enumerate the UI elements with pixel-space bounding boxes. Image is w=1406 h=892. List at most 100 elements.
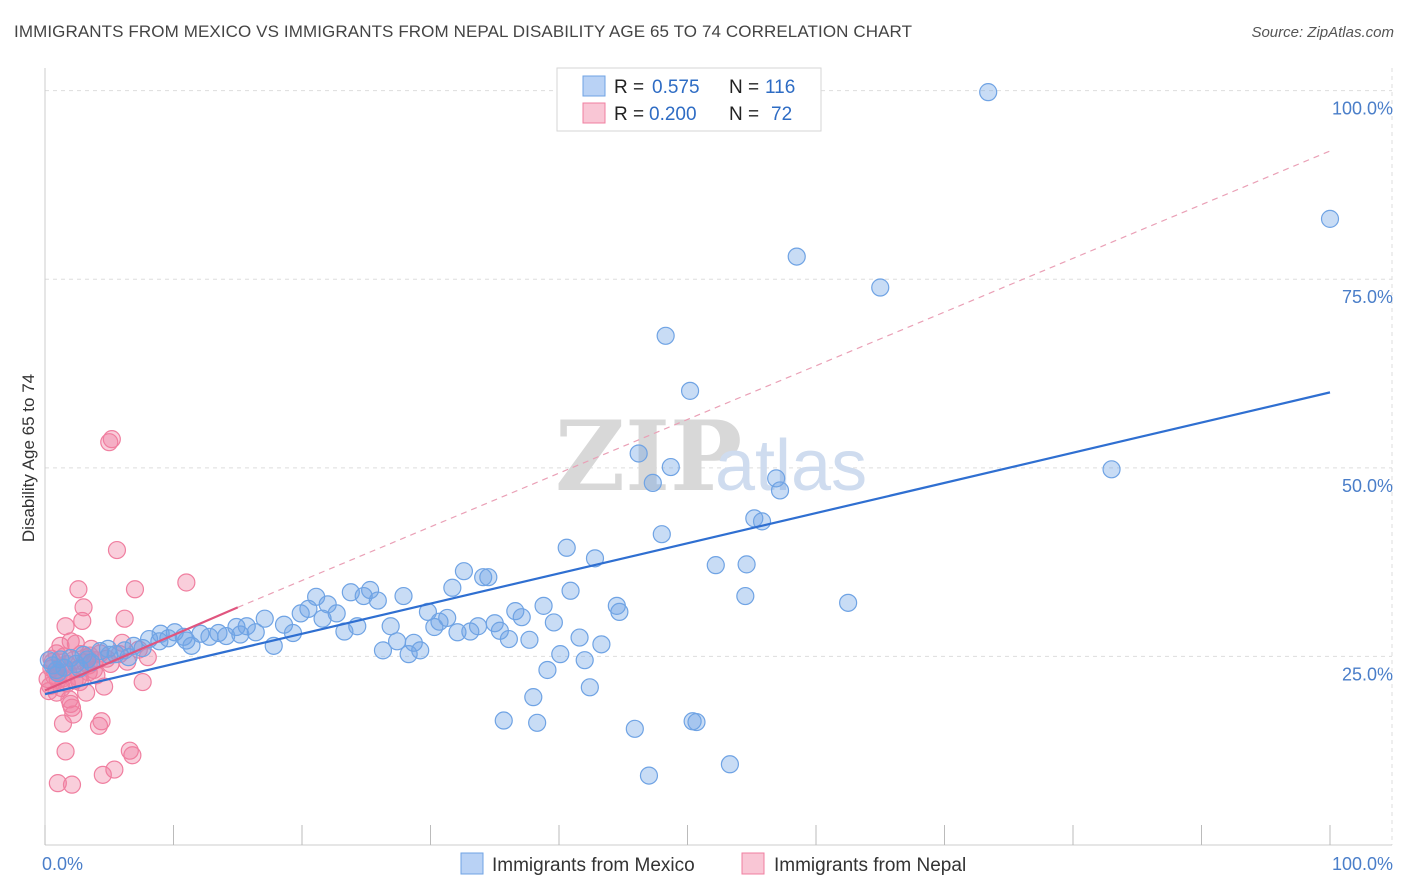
mexico-point	[770, 481, 790, 500]
nepal-point	[64, 705, 83, 724]
mexico-point	[639, 766, 659, 785]
mexico-point	[652, 525, 671, 544]
nepal-point	[92, 712, 111, 731]
mexico-point	[767, 469, 786, 488]
mexico-point	[570, 628, 589, 647]
mexico-point	[528, 713, 547, 732]
nepal-point	[73, 611, 92, 631]
nepal-point	[123, 746, 142, 765]
mexico-point	[575, 651, 594, 670]
mexico-point	[512, 608, 531, 627]
watermark: ZIP atlas	[555, 400, 867, 513]
mexico-point	[404, 633, 423, 652]
mexico-point	[217, 626, 236, 646]
x-tick-label: 100.0%	[1332, 854, 1393, 874]
legend-swatch-nepal	[741, 852, 765, 875]
mexico-point	[839, 593, 858, 612]
mexico-point	[425, 617, 444, 637]
mexico-point	[454, 562, 474, 581]
nepal-point	[115, 609, 134, 628]
stats-r-value-mexico: 0.575	[652, 77, 700, 98]
nepal-trend-line-extended	[237, 150, 1331, 608]
mexico-point	[443, 578, 462, 597]
grid	[45, 68, 1393, 845]
stats-n-value-mexico: 116	[765, 77, 795, 98]
mexico-point	[494, 711, 513, 730]
mexico-point	[246, 623, 265, 642]
watermark-zip: ZIP	[555, 400, 742, 513]
mexico-point	[551, 645, 570, 664]
mexico-point	[661, 457, 680, 477]
nepal-point	[93, 765, 112, 784]
chart-title: IMMIGRANTS FROM MEXICO VS IMMIGRANTS FRO…	[14, 22, 913, 41]
stats-swatch-nepal	[582, 102, 606, 124]
mexico-point	[313, 609, 332, 628]
mexico-point	[411, 641, 430, 660]
mexico-trend-line	[44, 391, 1331, 696]
x-tick-label: 0.0%	[42, 854, 83, 874]
mexico-point	[979, 83, 998, 102]
mexico-point	[78, 650, 97, 669]
mexico-point	[706, 556, 725, 575]
mexico-point	[479, 568, 498, 587]
watermark-atlas: atlas	[715, 426, 867, 506]
axes	[44, 68, 1392, 846]
mexico-point	[720, 755, 740, 774]
legend-swatch-mexico	[460, 852, 484, 875]
y-tick-label: 100.0%	[1332, 99, 1393, 119]
nepal-point	[56, 617, 75, 636]
mexico-point	[585, 549, 605, 568]
nepal-point	[62, 775, 82, 794]
mexico-point	[629, 444, 648, 463]
mexico-point	[687, 712, 706, 732]
mexico-point	[1320, 209, 1340, 228]
mexico-point	[327, 604, 346, 623]
mexico-point	[544, 613, 563, 632]
stats-r-label-mexico: R =	[614, 77, 644, 98]
mexico-point	[373, 641, 393, 660]
mexico-point	[474, 568, 493, 587]
nepal-points	[38, 430, 196, 794]
nepal-point	[107, 540, 127, 560]
mexico-point	[787, 247, 806, 266]
mexico-point	[871, 278, 890, 297]
mexico-point	[499, 629, 518, 649]
mexico-point	[680, 381, 700, 400]
nepal-point	[56, 742, 75, 761]
nepal-point	[62, 698, 82, 717]
mexico-point	[557, 538, 576, 557]
mexico-point	[381, 617, 400, 636]
y-tick-label: 50.0%	[1342, 476, 1393, 496]
y-tick-label: 75.0%	[1342, 287, 1393, 307]
mexico-point	[592, 635, 611, 654]
stats-r-label-nepal: R =	[614, 104, 644, 125]
legend-label-nepal: Immigrants from Nepal	[774, 855, 966, 876]
y-tick-label: 25.0%	[1342, 664, 1393, 684]
nepal-point	[138, 648, 157, 667]
mexico-point	[399, 645, 418, 664]
mexico-point	[625, 719, 644, 738]
nepal-point	[53, 714, 73, 733]
mexico-points	[39, 83, 1340, 785]
mexico-point	[520, 630, 539, 649]
tick-labels: 25.0% 50.0% 75.0% 100.0% 0.0% 100.0%	[42, 99, 1393, 874]
mexico-point	[48, 663, 67, 683]
mexico-point	[283, 623, 303, 643]
source-label: Source: ZipAtlas.com	[1251, 24, 1394, 41]
nepal-point	[61, 632, 80, 651]
mexico-point	[438, 608, 457, 628]
mexico-point	[368, 591, 387, 610]
mexico-point	[580, 678, 599, 697]
mexico-point	[182, 636, 201, 655]
nepal-point	[177, 573, 196, 592]
stats-r-value-nepal: 0.200	[649, 104, 697, 125]
y-axis-label: Disability Age 65 to 74	[19, 374, 38, 542]
nepal-point	[133, 672, 152, 692]
stats-n-value-nepal: 72	[771, 104, 792, 125]
nepal-point	[102, 430, 121, 449]
mexico-point	[1102, 460, 1121, 479]
nepal-point	[69, 580, 88, 599]
mexico-point	[231, 625, 250, 644]
trend-lines	[237, 150, 1331, 608]
